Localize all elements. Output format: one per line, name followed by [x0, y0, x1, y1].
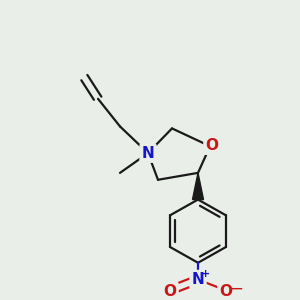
- Text: O: O: [220, 284, 232, 299]
- Text: −: −: [229, 279, 243, 297]
- Text: O: O: [206, 138, 218, 153]
- Text: N: N: [142, 146, 154, 160]
- Text: N: N: [192, 272, 204, 287]
- Text: O: O: [164, 284, 176, 299]
- Text: +: +: [200, 268, 210, 279]
- Polygon shape: [193, 173, 203, 200]
